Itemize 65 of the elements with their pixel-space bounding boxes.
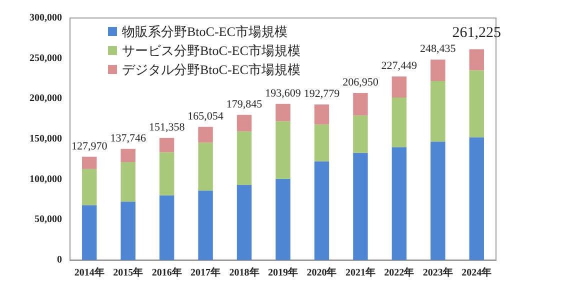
bar: [469, 137, 484, 260]
total-label: 165,054: [188, 110, 224, 122]
bar: [353, 93, 368, 116]
x-tick-label: 2019年: [268, 266, 298, 278]
bar: [198, 126, 213, 143]
total-label: 193,609: [265, 87, 302, 100]
bar: [276, 178, 290, 260]
bar: [120, 148, 136, 162]
y-tick-label: 50,000: [34, 214, 62, 226]
bar: [353, 152, 368, 260]
bar: [353, 115, 368, 153]
bar: [159, 195, 174, 260]
bar: [236, 114, 252, 132]
legend-label: 物販系分野BtoC-EC市場規模: [122, 24, 288, 39]
bar: [82, 168, 97, 206]
bar: [159, 152, 174, 196]
total-label: 151,358: [148, 121, 186, 134]
bar: [430, 60, 446, 81]
bar: [392, 97, 407, 148]
x-tick-label: 2015年: [113, 266, 144, 278]
x-tick-label: 2022年: [384, 266, 414, 278]
bar: [198, 142, 213, 191]
y-tick-label: 100,000: [30, 174, 62, 185]
bar: [469, 49, 484, 70]
bar: [159, 138, 174, 152]
bar: [392, 76, 407, 98]
legend-label: サービス分野BtoC-EC市場規模: [122, 43, 300, 58]
x-tick-label: 2016年: [152, 266, 182, 278]
total-label: 127,970: [71, 140, 108, 152]
x-tick-label: 2023年: [422, 266, 453, 278]
y-tick-label: 300,000: [30, 12, 62, 24]
x-tick-label: 2024年: [462, 266, 492, 278]
bar: [120, 162, 136, 202]
legend-label: デジタル分野BtoC-EC市場規模: [122, 62, 300, 77]
bar: [276, 121, 290, 179]
bar: [314, 161, 330, 260]
x-tick-label: 2017年: [190, 266, 221, 278]
y-tick-label: 0: [57, 254, 62, 266]
bar: [392, 147, 407, 260]
bar: [82, 156, 97, 169]
x-tick-label: 2018年: [229, 266, 260, 278]
total-label: 179,845: [226, 98, 263, 110]
total-label: 248,435: [420, 43, 456, 56]
bar: [236, 184, 252, 260]
x-tick-label: 2021年: [345, 266, 376, 278]
y-tick-label: 200,000: [30, 93, 62, 104]
bar: [469, 70, 484, 138]
y-tick-label: 150,000: [30, 134, 62, 144]
total-label: 206,950: [342, 76, 379, 89]
bar: [82, 205, 97, 260]
total-label: 192,779: [304, 88, 340, 100]
total-label: 261,225: [452, 24, 502, 41]
bar: [430, 80, 446, 142]
bar: [120, 202, 136, 260]
x-tick-label: 2020年: [306, 266, 337, 278]
bar: [314, 104, 330, 124]
bar: [198, 190, 213, 260]
bar: [430, 142, 446, 260]
bar: [236, 131, 252, 185]
bar: [314, 124, 330, 162]
total-label: 137,746: [110, 132, 146, 144]
x-tick-label: 2014年: [74, 266, 104, 278]
y-tick-label: 250,000: [30, 52, 62, 64]
total-label: 227,449: [381, 60, 418, 72]
bar: [276, 104, 290, 122]
